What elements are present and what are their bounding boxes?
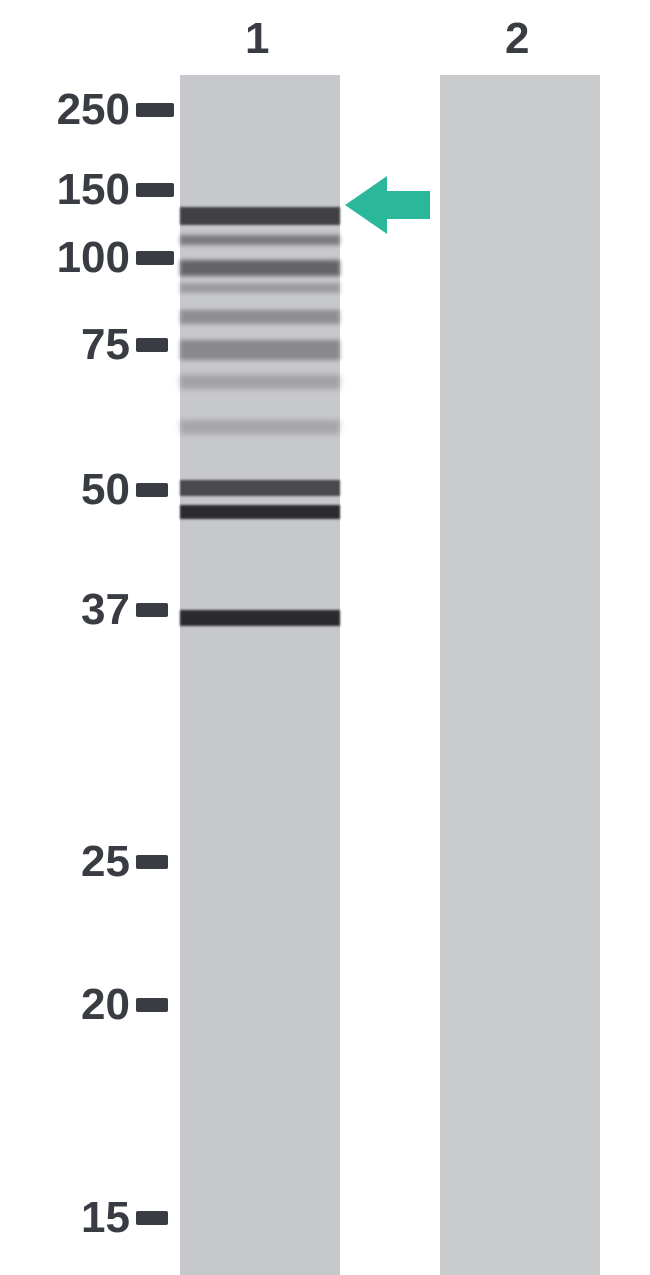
marker-label: 50 [81,465,130,515]
target-band-arrow [345,176,430,234]
protein-band [180,207,340,225]
marker-tick [136,603,168,617]
marker-tick [136,855,168,869]
protein-band [180,480,340,496]
marker-label: 37 [81,585,130,635]
protein-band [180,310,340,324]
marker-tick [136,251,174,265]
marker-label: 250 [57,85,130,135]
marker-tick [136,1211,168,1225]
lane-1 [180,75,340,1275]
marker-tick [136,338,168,352]
lane-2-header: 2 [505,14,529,64]
lane-2 [440,75,600,1275]
marker-label: 25 [81,837,130,887]
arrow-stem [387,191,430,219]
marker-label: 15 [81,1193,130,1243]
marker-label: 150 [57,165,130,215]
protein-band [180,375,340,389]
protein-band [180,260,340,276]
marker-tick [136,103,174,117]
protein-band [180,610,340,626]
marker-label: 100 [57,233,130,283]
protein-band [180,420,340,434]
protein-band [180,505,340,519]
lane-1-header: 1 [245,14,269,64]
marker-tick [136,483,168,497]
marker-tick [136,183,174,197]
arrow-head-icon [345,176,387,234]
protein-band [180,340,340,360]
western-blot-figure: 1 2 250 150 100 75 50 37 25 20 15 [0,0,650,1270]
marker-label: 75 [81,320,130,370]
protein-band [180,235,340,245]
marker-tick [136,998,168,1012]
marker-label: 20 [81,980,130,1030]
protein-band [180,283,340,293]
